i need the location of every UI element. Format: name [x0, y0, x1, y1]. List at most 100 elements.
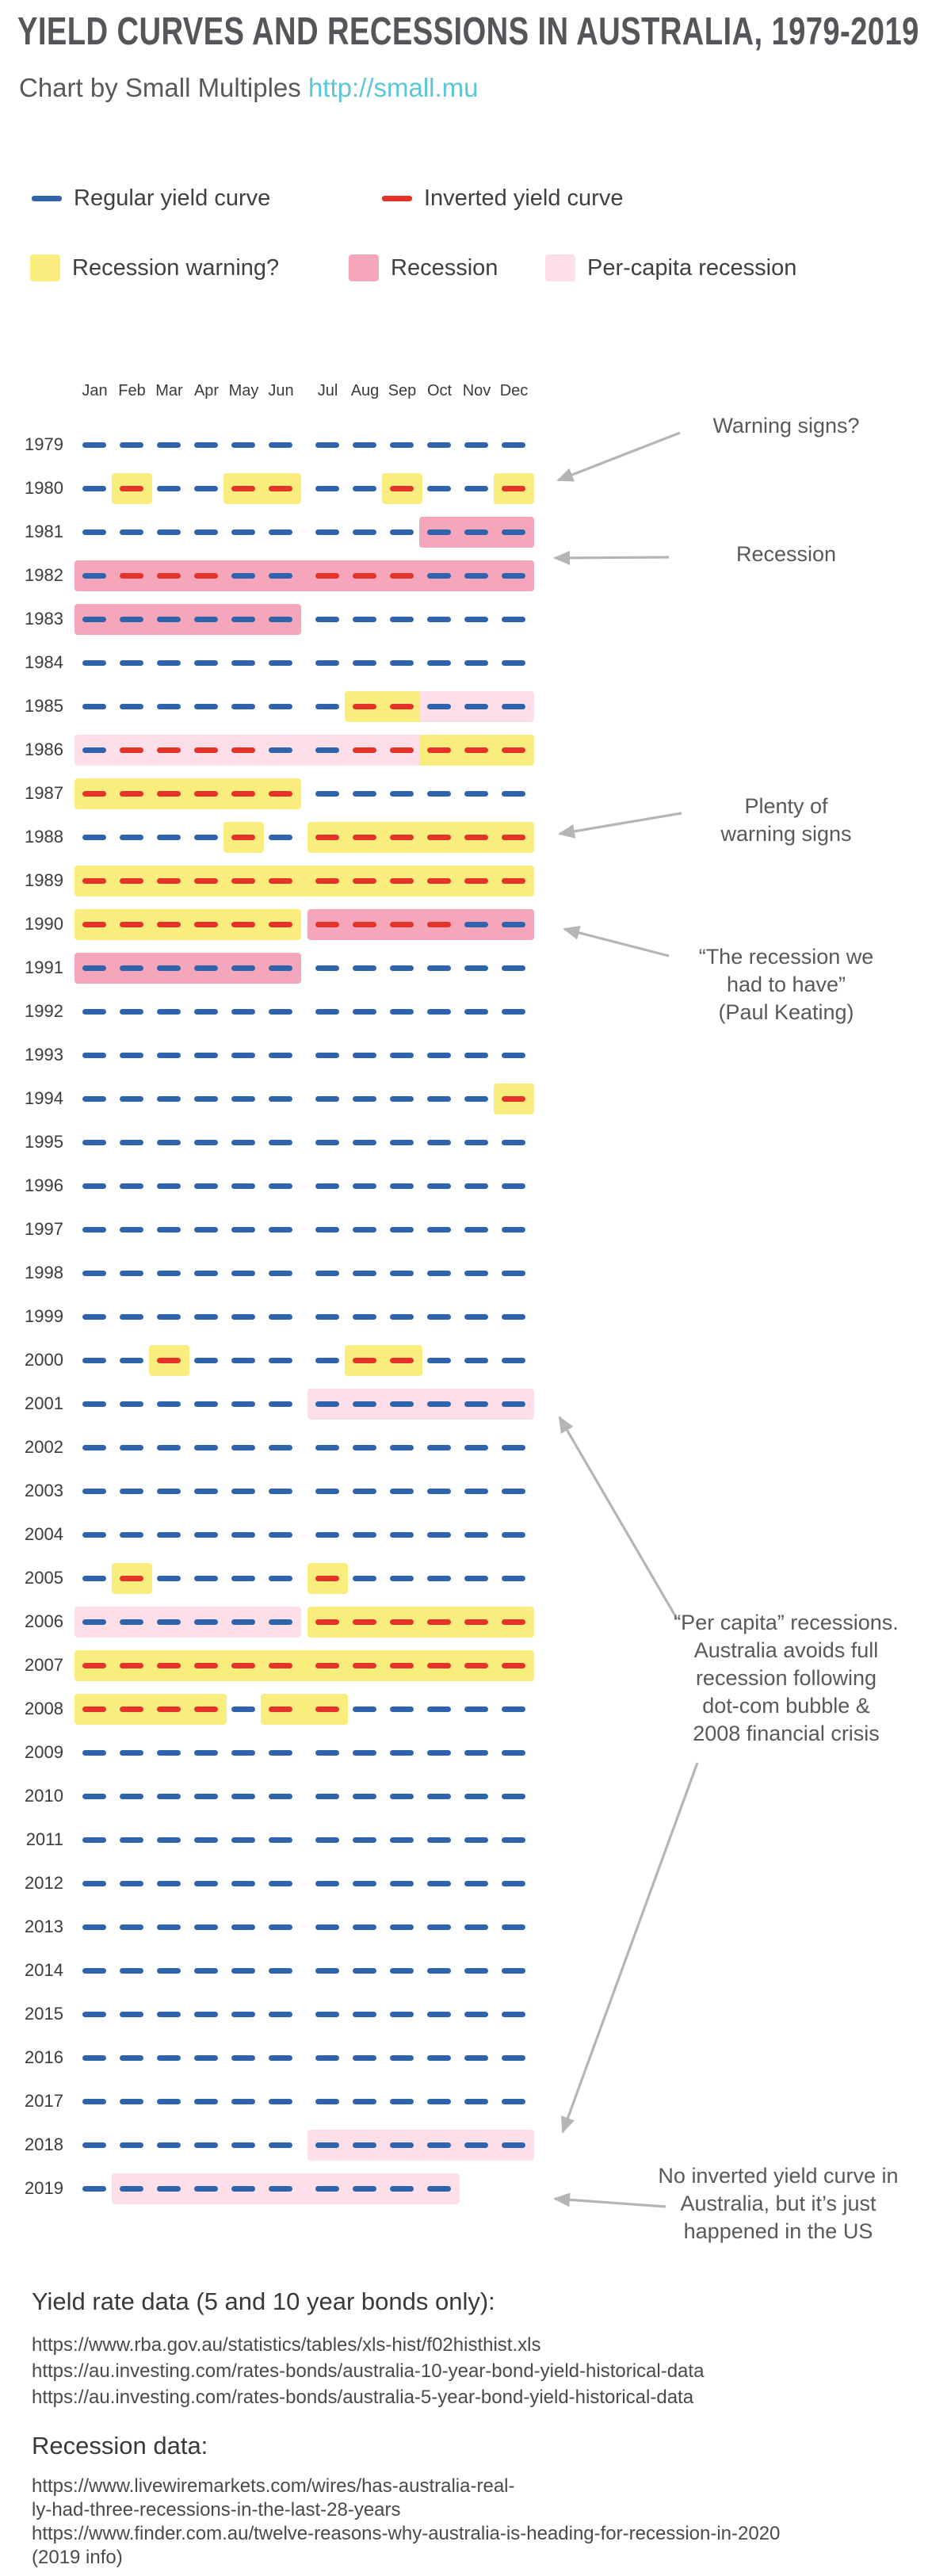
yield-dash-regular [427, 486, 451, 491]
yield-dash-regular [194, 2055, 218, 2061]
year-row: 2009 [0, 1731, 951, 1775]
yield-dash-inverted [82, 878, 106, 884]
yield-dash-regular [427, 965, 451, 971]
yield-dash-regular [502, 2012, 525, 2017]
yield-dash-regular [353, 442, 376, 448]
yield-dash-regular [194, 442, 218, 448]
yield-dash-regular [82, 2186, 106, 2192]
yield-dash-regular [120, 1445, 143, 1450]
yield-dash-regular [157, 660, 181, 666]
yield-dash-regular [427, 529, 451, 535]
yield-dash-regular [194, 1183, 218, 1189]
yield-dash-regular [427, 704, 451, 709]
yield-dash-regular [502, 1881, 525, 1886]
yield-dash-regular [464, 1009, 488, 1015]
yield-dash-inverted [502, 835, 525, 840]
year-label: 1982 [25, 565, 63, 585]
yield-dash-inverted [194, 1663, 218, 1668]
yield-dash-regular [464, 1881, 488, 1886]
year-row: 2008 [0, 1687, 951, 1731]
yield-dash-regular [502, 1750, 525, 1756]
year-row: 1995 [0, 1121, 951, 1164]
year-row: 1997 [0, 1208, 951, 1252]
year-label: 1981 [25, 522, 63, 541]
year-label: 1988 [25, 827, 63, 847]
yield-dash-regular [464, 1968, 488, 1974]
yield-dash-regular [269, 1576, 292, 1581]
yield-dash-inverted [315, 835, 339, 840]
yield-dash-regular [194, 704, 218, 709]
yield-dash-inverted [353, 1619, 376, 1625]
yield-dash-inverted [194, 1707, 218, 1712]
yield-dash-regular [353, 2055, 376, 2061]
year-row: 1993 [0, 1034, 951, 1077]
yield-dash-regular [502, 1489, 525, 1494]
yield-dash-regular [194, 1619, 218, 1625]
footer-link[interactable]: https://www.rba.gov.au/statistics/tables… [32, 2334, 541, 2356]
yield-dash-regular [231, 1227, 255, 1233]
footer-link[interactable]: https://au.investing.com/rates-bonds/aus… [32, 2387, 694, 2408]
footer-link[interactable]: https://www.finder.com.au/twelve-reasons… [32, 2523, 781, 2568]
yield-dash-inverted [353, 704, 376, 709]
yield-dash-inverted [231, 922, 255, 927]
footer-link[interactable]: https://www.livewiremarkets.com/wires/ha… [32, 2475, 515, 2521]
annotation-warning-signs: Warning signs? [712, 414, 860, 438]
yield-dash-regular [269, 1837, 292, 1843]
yield-dash-regular [120, 965, 143, 971]
regular-curve-swatch [32, 195, 62, 201]
yield-dash-regular [502, 922, 525, 927]
yield-dash-regular [231, 1968, 255, 1974]
yield-dash-inverted [157, 791, 181, 797]
yield-dash-regular [427, 1227, 451, 1233]
yield-dash-regular [269, 1881, 292, 1886]
legend-label: Recession [391, 254, 498, 281]
yield-dash-regular [157, 1837, 181, 1843]
yield-dash-regular [157, 1619, 181, 1625]
yield-dash-regular [353, 1401, 376, 1407]
yield-dash-regular [120, 1358, 143, 1363]
yield-dash-regular [231, 1314, 255, 1320]
month-label: Apr [193, 382, 220, 399]
yield-dash-regular [390, 2142, 414, 2148]
yield-dash-regular [157, 486, 181, 491]
yield-dash-regular [120, 2099, 143, 2104]
yield-dash-regular [502, 573, 525, 579]
yield-dash-regular [231, 1837, 255, 1843]
yield-dash-regular [194, 1358, 218, 1363]
yield-dash-inverted [194, 878, 218, 884]
yield-dash-regular [120, 1794, 143, 1799]
yield-dash-inverted [353, 1663, 376, 1668]
yield-dash-regular [390, 529, 414, 535]
yield-dash-regular [82, 573, 106, 579]
yield-dash-inverted [120, 1707, 143, 1712]
yield-dash-inverted [120, 573, 143, 579]
yield-dash-regular [427, 1881, 451, 1886]
yield-dash-regular [353, 1227, 376, 1233]
yield-dash-regular [315, 1009, 339, 1015]
year-row: 1992 [0, 990, 951, 1034]
yield-dash-regular [464, 922, 488, 927]
yield-dash-regular [353, 1794, 376, 1799]
year-label: 1992 [25, 1001, 63, 1021]
yield-dash-regular [464, 573, 488, 579]
yield-dash-regular [157, 704, 181, 709]
month-label: Jun [268, 382, 294, 399]
yield-dash-regular [353, 2012, 376, 2017]
yield-dash-regular [82, 1750, 106, 1756]
annotation-no-inverted: No inverted yield curve in Australia, bu… [658, 2164, 899, 2243]
yield-dash-regular [502, 1707, 525, 1712]
annotation-recession: Recession [735, 542, 837, 566]
yield-dash-inverted [231, 486, 255, 491]
yield-dash-regular [315, 2142, 339, 2148]
yield-dash-regular [390, 1576, 414, 1581]
yield-dash-regular [231, 617, 255, 622]
footer-link[interactable]: https://au.investing.com/rates-bonds/aus… [32, 2360, 705, 2382]
yield-dash-inverted [502, 1663, 525, 1668]
yield-dash-regular [353, 1707, 376, 1712]
yield-dash-regular [353, 486, 376, 491]
yield-dash-regular [120, 1837, 143, 1843]
small-mu-link[interactable]: http://small.mu [307, 73, 479, 102]
yield-dash-regular [157, 1096, 181, 1102]
yield-dash-regular [390, 1968, 414, 1974]
yield-dash-regular [120, 1314, 143, 1320]
